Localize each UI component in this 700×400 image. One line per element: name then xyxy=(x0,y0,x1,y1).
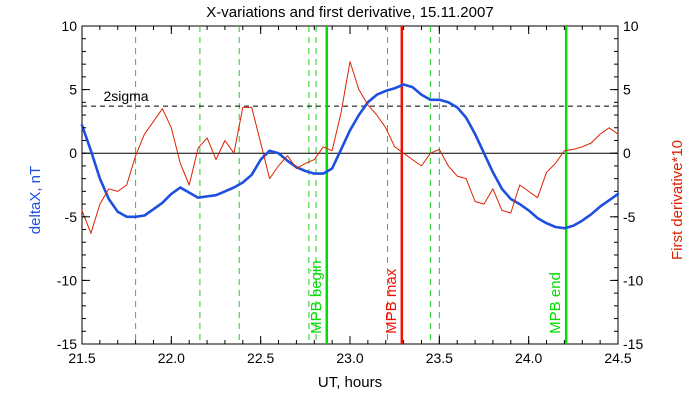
marker-label-mpb-end: MPB end xyxy=(547,272,564,334)
marker-lines xyxy=(82,26,618,344)
x-tick-label: 22.5 xyxy=(247,350,274,366)
y-tick-label-left: -15 xyxy=(57,336,77,352)
sigma-label: 2sigma xyxy=(103,88,148,104)
marker-labels: 2sigma MPB begin MPB max MPB end xyxy=(103,88,564,334)
marker-label-mpb-max: MPB max xyxy=(383,268,400,334)
y-tick-label-right: -5 xyxy=(623,209,636,225)
marker-label-mpb-begin: MPB begin xyxy=(308,260,325,333)
y-axis-label-left: deltaX, nT xyxy=(27,166,44,234)
series-deltax-line xyxy=(80,83,620,230)
x-tick-label: 24.0 xyxy=(515,350,542,366)
y-tick-label-left: 10 xyxy=(61,18,77,34)
y-tick-label-right: -15 xyxy=(623,336,643,352)
y-tick-label-right: 10 xyxy=(623,18,639,34)
series-lines xyxy=(80,61,620,234)
x-tick-label: 22.0 xyxy=(158,350,185,366)
y-axis-label-right: First derivative*10 xyxy=(669,140,686,260)
y-tick-label-left: -5 xyxy=(65,209,78,225)
x-axis-label: UT, hours xyxy=(318,374,382,391)
y-tick-label-right: 0 xyxy=(623,145,631,161)
y-tick-label-right: 5 xyxy=(623,82,631,98)
axes: 21.5 22.0 22.5 23.0 23.5 24.0 24.5-15 -15-10 -10… xyxy=(57,18,644,366)
y-tick-label-left: 0 xyxy=(69,145,77,161)
x-tick-label: 24.5 xyxy=(604,350,631,366)
x-tick-label: 23.5 xyxy=(426,350,453,366)
y-tick-label-left: -10 xyxy=(57,272,77,288)
chart-title: X-variations and first derivative, 15.11… xyxy=(206,4,493,21)
x-tick-label: 21.5 xyxy=(68,350,95,366)
y-tick-label-left: 5 xyxy=(69,82,77,98)
x-tick-label: 23.0 xyxy=(336,350,363,366)
series-derivative-line xyxy=(81,61,619,234)
plot-frame xyxy=(81,25,619,345)
y-tick-label-right: -10 xyxy=(623,272,643,288)
